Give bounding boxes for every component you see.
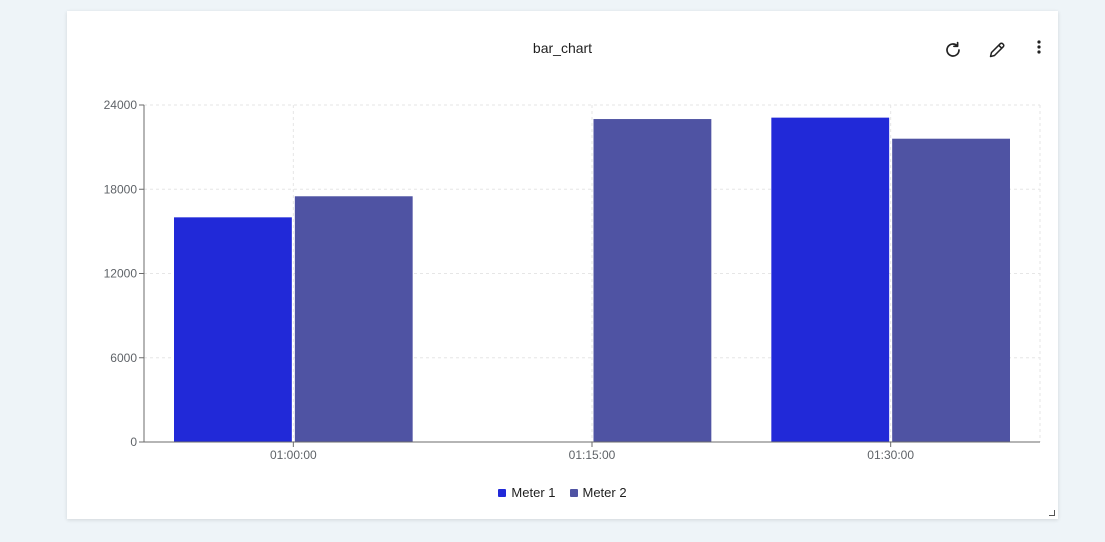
- y-tick-label: 12000: [104, 267, 138, 281]
- bar-meter-2-010000: [294, 196, 413, 442]
- chart-legend: Meter 1 Meter 2: [67, 485, 1058, 500]
- bar-meter-1-013000: [771, 117, 890, 442]
- resize-handle[interactable]: [1049, 510, 1055, 516]
- x-tick-label: 01:15:00: [569, 448, 616, 462]
- x-tick-label: 01:00:00: [270, 448, 317, 462]
- legend-swatch-meter-2: [569, 488, 578, 497]
- legend-item-meter-2[interactable]: Meter 2: [569, 485, 627, 500]
- x-tick-label: 01:30:00: [867, 448, 914, 462]
- bar-chart-plot: 0 6000 12000 18000 24000 01:00:00 01:15:00 01:3…: [104, 98, 1041, 462]
- y-tick-label: 18000: [104, 182, 138, 196]
- bar-meter-2-011500: [593, 119, 712, 443]
- y-tick-label: 6000: [110, 351, 137, 365]
- legend-label-meter-2: Meter 2: [582, 485, 627, 500]
- y-tick-label: 0: [130, 435, 137, 449]
- more-vertical-icon[interactable]: [1028, 37, 1048, 59]
- legend-swatch-meter-1: [498, 488, 507, 497]
- refresh-icon[interactable]: [942, 39, 964, 61]
- chart-widget-card: bar_chart 0 6000 12000 18000 24000 01:00:00 01…: [67, 11, 1058, 519]
- legend-item-meter-1[interactable]: Meter 1: [498, 485, 556, 500]
- bar-meter-2-013000: [892, 138, 1010, 442]
- legend-label-meter-1: Meter 1: [511, 485, 556, 500]
- bar-meter-1-010000: [174, 217, 292, 442]
- y-tick-label: 24000: [104, 98, 138, 112]
- pencil-icon[interactable]: [986, 39, 1008, 61]
